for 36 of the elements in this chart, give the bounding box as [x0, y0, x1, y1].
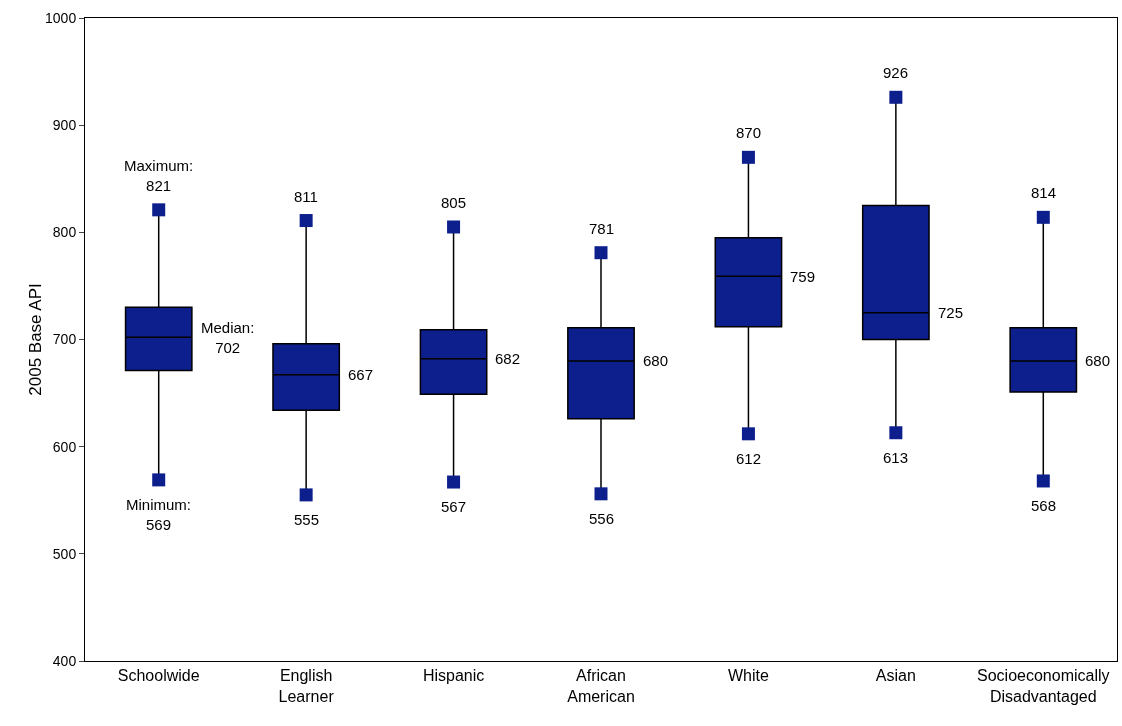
annotation: 759	[790, 268, 816, 285]
annotation: 555	[294, 511, 320, 528]
annotation: 667	[348, 366, 374, 383]
annotation: 811	[294, 188, 318, 205]
annotation: 870	[736, 124, 762, 141]
x-tick-label: White	[727, 667, 769, 685]
x-tick-label: Socioeconomically Disadvantaged	[977, 667, 1110, 705]
y-tick-label: 500	[52, 545, 77, 562]
y-tick-label: 600	[52, 438, 77, 455]
y-tick-label: 1000	[45, 9, 77, 26]
annotation: 613	[883, 449, 909, 466]
annotation: 814	[1031, 184, 1057, 201]
annotation: 781	[589, 220, 615, 237]
y-tick-label: 900	[52, 117, 77, 134]
x-tick-label: Asian	[875, 667, 916, 685]
x-tick-label: Hispanic	[422, 667, 485, 685]
annotation: 680	[1085, 352, 1111, 369]
x-tick-label: African American	[567, 667, 635, 705]
annotation: 680	[643, 352, 669, 369]
y-axis-title: 2005 Base API	[26, 283, 45, 396]
annotation: 805	[441, 194, 467, 211]
y-tick-label: 400	[52, 652, 77, 669]
x-tick-label: Schoolwide	[117, 667, 200, 685]
annotation: 556	[589, 510, 615, 527]
y-tick-label: 700	[52, 331, 77, 348]
annotation: Maximum: 821	[124, 157, 194, 194]
annotation: 725	[938, 304, 964, 321]
x-tick-label: English Learner	[278, 667, 335, 705]
annotation: 926	[883, 64, 909, 81]
annotation: Minimum: 569	[126, 496, 192, 533]
y-tick-label: 800	[52, 224, 77, 241]
annotation: 612	[736, 450, 762, 467]
annotation: Median: 702	[201, 319, 255, 356]
annotation: 682	[495, 350, 521, 367]
annotation: 568	[1031, 497, 1057, 514]
annotation: 567	[441, 498, 467, 515]
